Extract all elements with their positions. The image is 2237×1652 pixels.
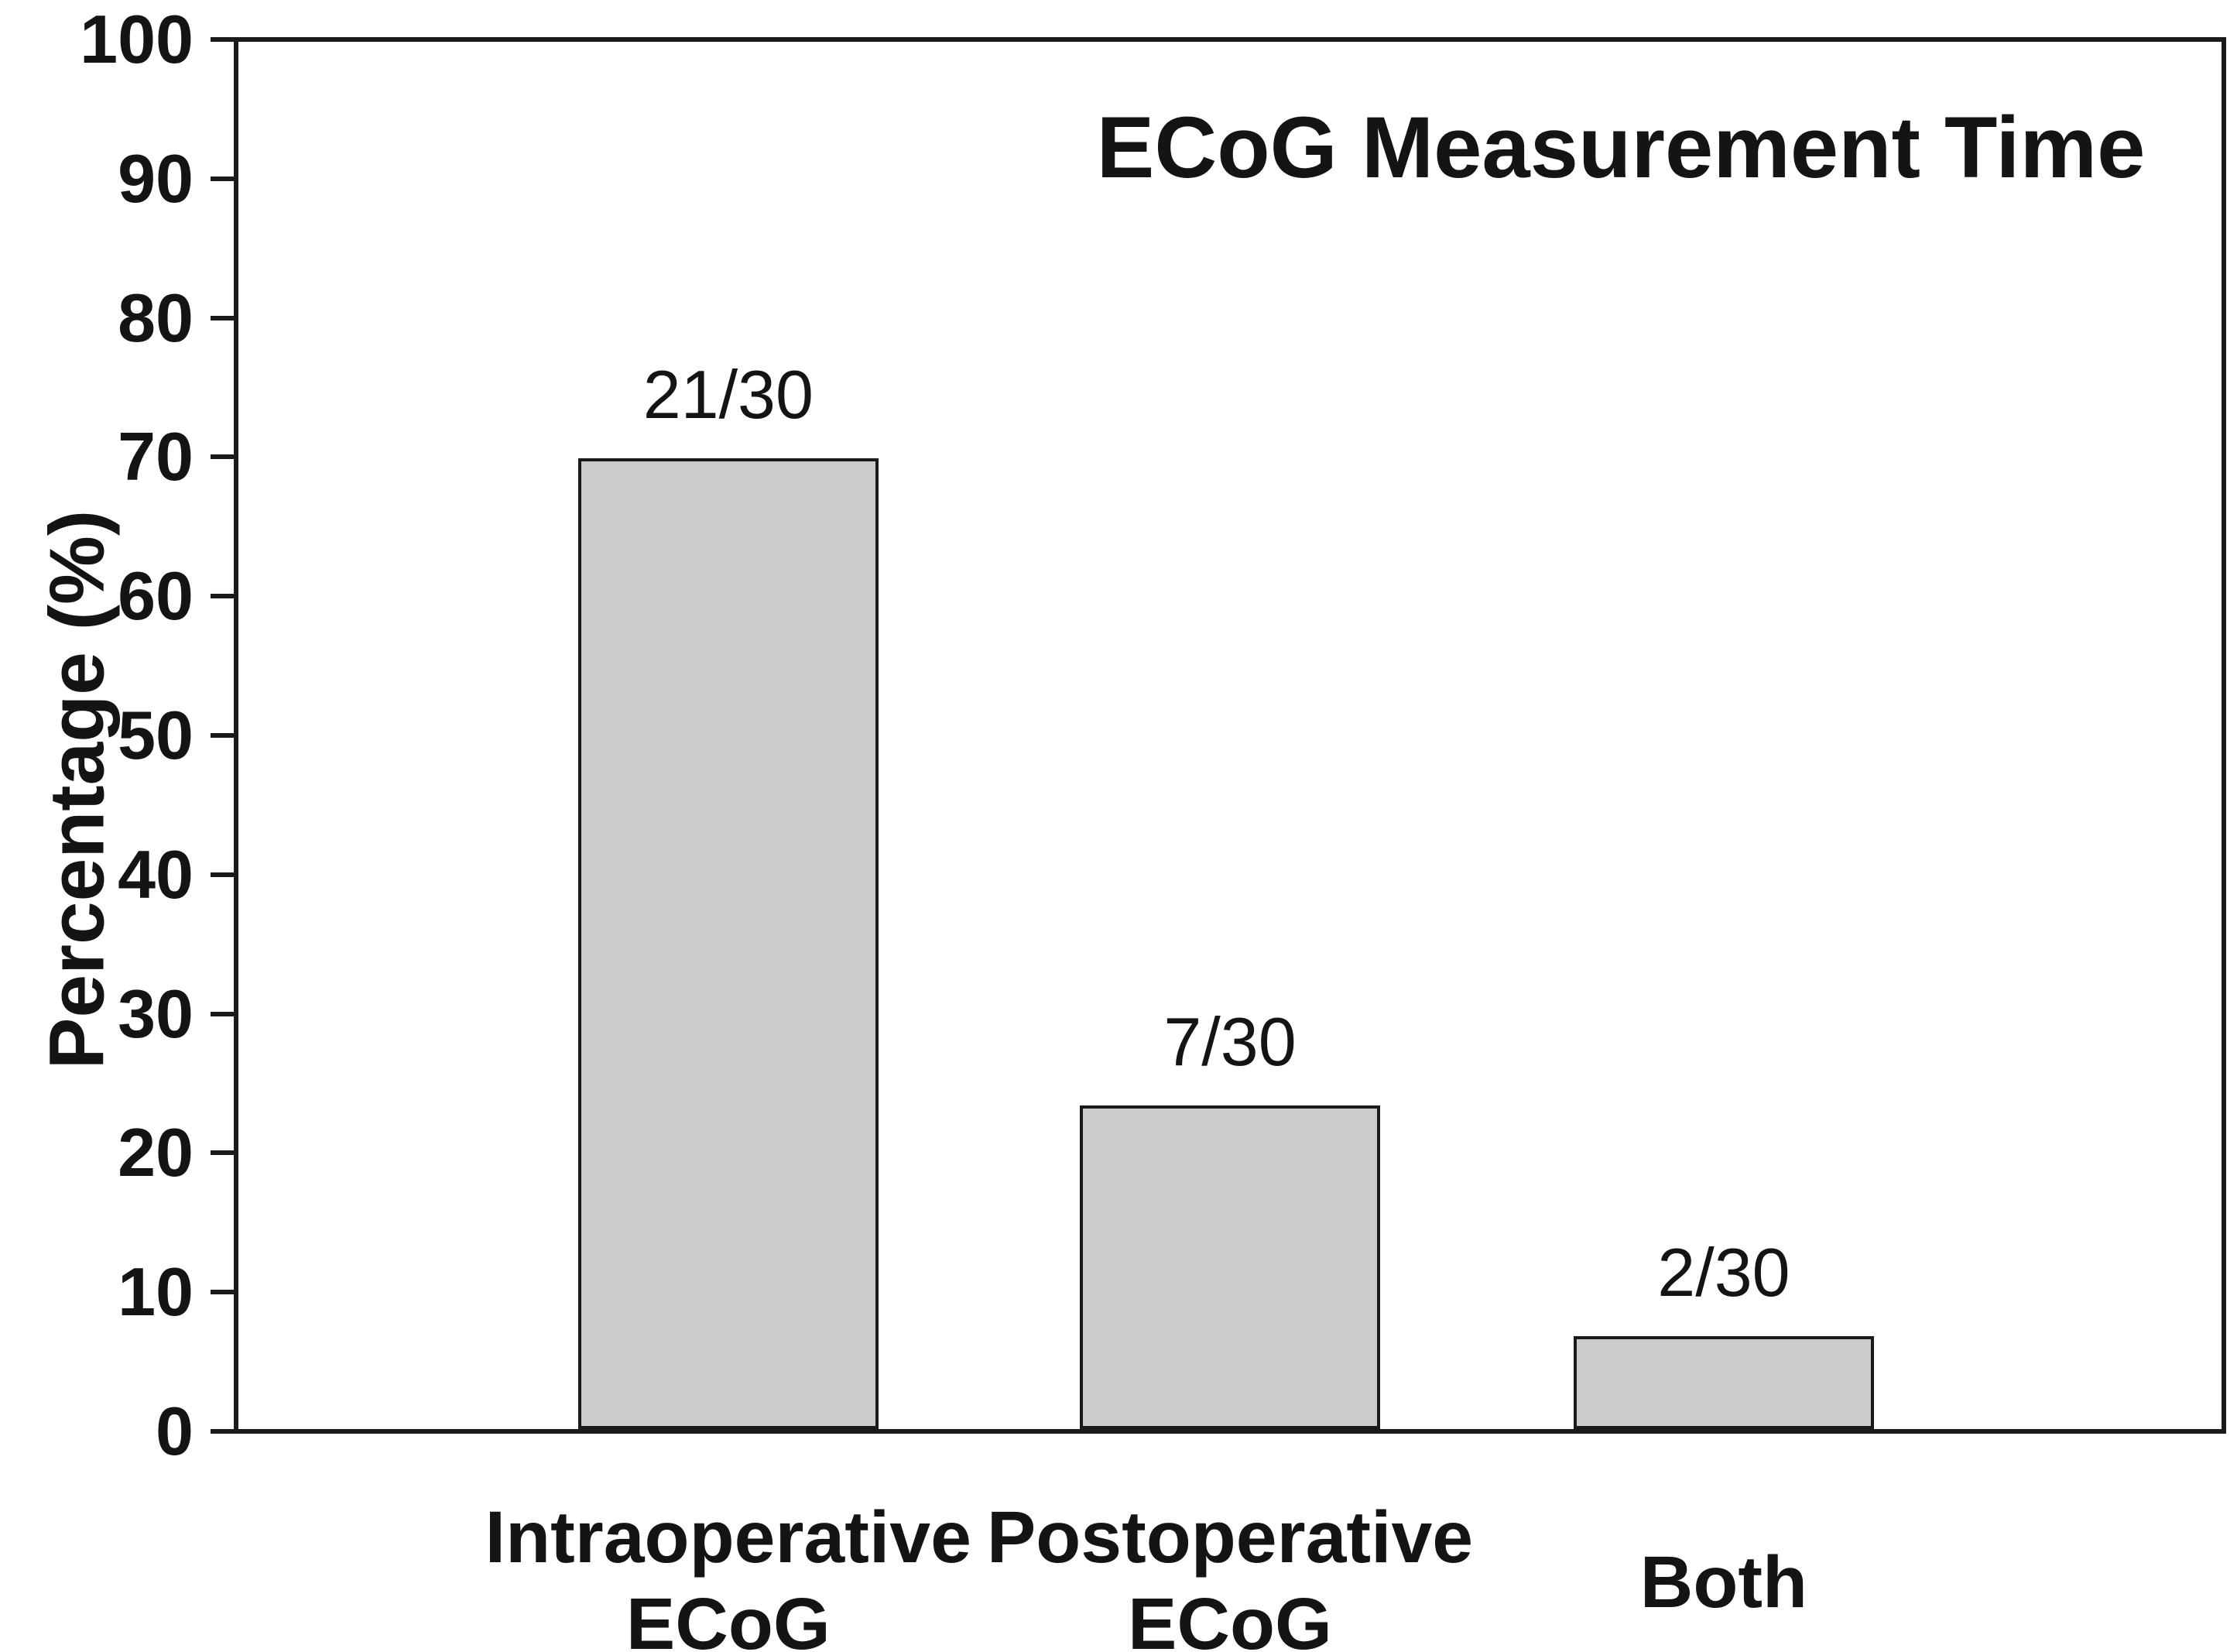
x-category-label: Intraoperative ECoG — [485, 1496, 971, 1652]
y-tick-mark — [211, 733, 234, 738]
y-tick-mark — [211, 1429, 234, 1434]
y-tick-label: 20 — [118, 1114, 194, 1191]
y-tick-mark — [211, 1011, 234, 1016]
y-tick-label: 90 — [118, 139, 194, 217]
y-tick-label: 40 — [118, 835, 194, 913]
y-tick-label: 30 — [118, 975, 194, 1052]
x-category-label: Both — [1639, 1541, 1808, 1623]
x-category-label: Postoperative ECoG — [986, 1496, 1474, 1652]
y-tick-label: 60 — [118, 557, 194, 635]
bar — [1573, 1335, 1874, 1429]
y-tick-mark — [211, 872, 234, 877]
y-tick-label: 80 — [118, 279, 194, 356]
y-tick-label: 100 — [80, 1, 194, 77]
bar — [577, 458, 879, 1429]
y-tick-label: 50 — [118, 697, 194, 773]
bar — [1080, 1105, 1380, 1429]
y-tick-label: 70 — [118, 418, 194, 495]
bar-value-label: 7/30 — [1163, 1003, 1297, 1081]
y-tick-label: 0 — [156, 1393, 194, 1469]
y-tick-label: 10 — [118, 1253, 194, 1331]
y-tick-mark — [211, 176, 234, 181]
chart-title: ECoG Measurement Time — [1096, 99, 2146, 196]
y-tick-mark — [211, 1290, 234, 1295]
plot-area — [234, 37, 2226, 1434]
bar-value-label: 21/30 — [642, 355, 814, 433]
y-tick-mark — [211, 1150, 234, 1156]
y-tick-mark — [211, 37, 234, 42]
y-tick-mark — [211, 315, 234, 320]
bar-value-label: 2/30 — [1657, 1233, 1790, 1311]
y-tick-mark — [211, 454, 234, 460]
y-tick-mark — [211, 594, 234, 599]
